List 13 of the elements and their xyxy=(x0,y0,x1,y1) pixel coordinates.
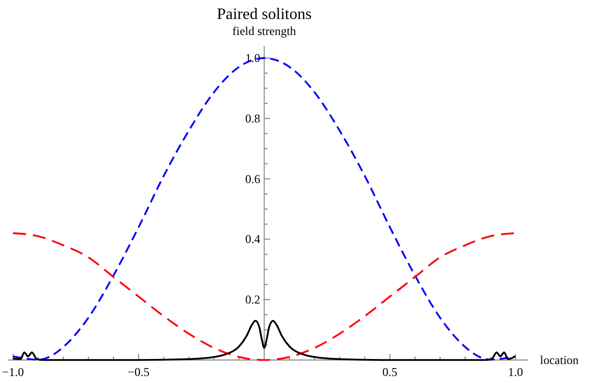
y-axis-title: field strength xyxy=(232,24,296,38)
chart-title: Paired solitons xyxy=(216,6,312,23)
x-axis-title: location xyxy=(540,353,579,367)
x-tick-label: 0.5 xyxy=(382,365,398,379)
x-tick-label: −0.5 xyxy=(128,365,150,379)
line-series xyxy=(12,232,516,361)
x-tick-label: 1.0 xyxy=(508,365,523,379)
y-tick-label: 0.6 xyxy=(245,172,260,186)
line-series xyxy=(12,320,516,361)
y-tick-label: 0.4 xyxy=(245,232,260,246)
y-tick-label: 0.8 xyxy=(245,111,260,126)
x-tick-label: −1.0 xyxy=(2,365,24,379)
y-tick-label: 0.2 xyxy=(245,292,260,307)
